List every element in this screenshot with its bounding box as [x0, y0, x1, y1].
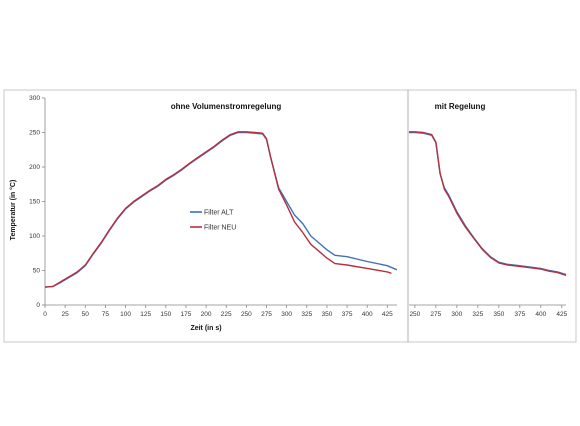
x-tick-label: 375: [342, 311, 353, 318]
x-tick-label: 100: [120, 311, 131, 318]
x-tick-label: 400: [535, 311, 546, 318]
x-tick-label: 200: [201, 311, 212, 318]
x-tick-label: 0: [43, 311, 47, 318]
x-tick-label: 325: [301, 311, 312, 318]
y-tick-label: 300: [29, 95, 40, 102]
y-tick-label: 250: [29, 130, 40, 137]
x-tick-label: 275: [261, 311, 272, 318]
y-axis-label: Temperatur (in °C): [9, 180, 17, 241]
series-line-filter-neu: [44, 131, 392, 288]
x-tick-label: 375: [514, 311, 525, 318]
y-tick-label: 150: [29, 199, 40, 206]
x-tick-label: 275: [430, 311, 441, 318]
x-axis-label: Zeit (in s): [190, 325, 221, 332]
y-tick-label: 0: [36, 302, 40, 309]
legend: Filter ALT Filter NEU: [190, 210, 236, 232]
series-line-filter-neu: [409, 131, 567, 276]
x-tick-label: 225: [221, 311, 232, 318]
x-tick-label: 25: [62, 311, 70, 318]
x-tick-label: 300: [451, 311, 462, 318]
left-plot: 0 50 100 150 200 250 300 0 25 50 75 100 125 150 175 200…: [29, 95, 398, 318]
y-tick-label: 100: [29, 233, 40, 240]
y-tick-label: 50: [33, 268, 41, 275]
x-tick-label: 400: [362, 311, 373, 318]
x-tick-label: 325: [472, 311, 483, 318]
x-tick-label: 50: [82, 311, 90, 318]
x-tick-label: 425: [382, 311, 393, 318]
x-tick-label: 250: [409, 311, 420, 318]
x-tick-label: 350: [321, 311, 332, 318]
legend-label-filter-alt: Filter ALT: [204, 210, 234, 217]
x-tick-label: 350: [493, 311, 504, 318]
legend-label-filter-neu: Filter NEU: [204, 225, 236, 232]
y-tick-label: 200: [29, 164, 40, 171]
right-plot: 250 275 300 325 350 375 400 425: [409, 131, 568, 318]
x-tick-label: 150: [160, 311, 171, 318]
x-tick-label: 250: [241, 311, 252, 318]
x-tick-label: 425: [556, 311, 567, 318]
x-tick-label: 175: [181, 311, 192, 318]
left-chart-title: ohne Volumenstromregelung: [171, 102, 282, 111]
x-tick-label: 75: [102, 311, 110, 318]
chart-frame: [3, 89, 577, 343]
x-tick-label: 300: [281, 311, 292, 318]
right-chart-title: mit Regelung: [435, 102, 486, 111]
x-tick-label: 125: [140, 311, 151, 318]
